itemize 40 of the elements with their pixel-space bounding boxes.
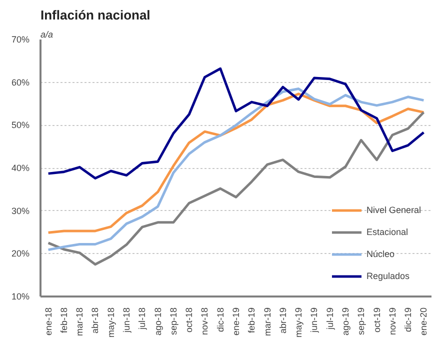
x-tick-label: nov-18 <box>200 307 210 336</box>
x-tick-label: jul-18 <box>137 307 148 331</box>
y-tick-label: 70% <box>11 34 30 44</box>
x-tick-label: feb-19 <box>246 307 257 334</box>
x-tick-label: ene-18 <box>43 307 54 336</box>
y-tick-label: 50% <box>11 120 30 130</box>
x-tick-label: oct-18 <box>184 308 194 333</box>
chart-subtitle: a/a <box>40 30 54 40</box>
chart-title: Inflación nacional <box>40 8 150 22</box>
x-tick-label: ene-19 <box>231 307 241 336</box>
x-tick-label: dic-18 <box>215 307 226 332</box>
legend-label: Nivel General <box>366 205 421 215</box>
x-tick-label: sep-19 <box>356 307 366 336</box>
y-tick-label: 20% <box>11 248 30 259</box>
legend-label: Estacional <box>366 227 408 237</box>
x-tick-label: oct-19 <box>372 308 382 333</box>
x-tick-label: ago-19 <box>340 307 350 336</box>
x-tick-label: abr-18 <box>90 308 100 334</box>
x-tick-label: dic-19 <box>403 307 414 332</box>
y-tick-label: 30% <box>11 206 30 216</box>
x-tick-label: jun-18 <box>122 307 132 334</box>
x-tick-label: mar-19 <box>262 307 272 336</box>
legend-label: Regulados <box>366 271 410 281</box>
line-series <box>47 67 425 180</box>
x-tick-label: mar-18 <box>74 307 85 336</box>
y-tick-label: 40% <box>11 163 30 173</box>
x-tick-label: ago-18 <box>152 307 163 336</box>
x-tick-label: may-19 <box>294 307 304 338</box>
x-tick-label: nov-19 <box>387 307 398 336</box>
x-tick-label: sep-18 <box>168 307 178 336</box>
x-tick-label: feb-18 <box>58 307 69 334</box>
line-series <box>47 111 425 266</box>
x-tick-label: may-18 <box>106 307 116 338</box>
x-tick-label: jul-19 <box>324 307 335 331</box>
legend-label: Núcleo <box>366 249 394 259</box>
y-tick-label: 60% <box>11 77 30 88</box>
y-tick-label: 10% <box>11 292 30 302</box>
x-tick-label: ene-20 <box>418 307 429 336</box>
x-tick-label: abr-19 <box>278 308 288 334</box>
x-tick-label: jun-19 <box>309 307 320 334</box>
